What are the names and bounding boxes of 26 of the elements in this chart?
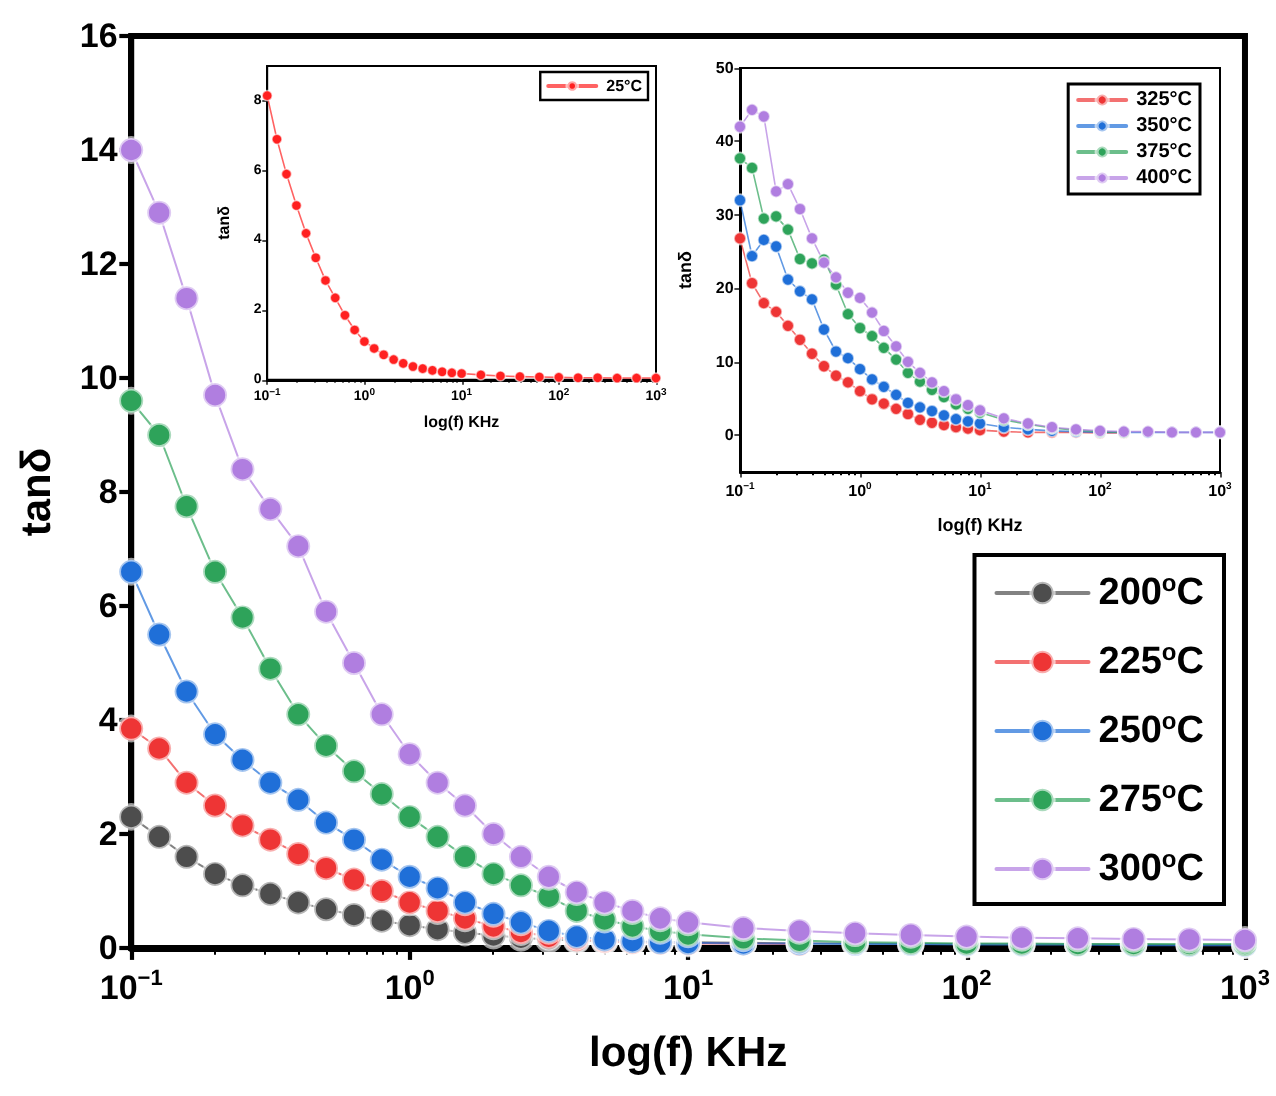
legend-label: 25°C <box>606 77 643 95</box>
y-tick-label: 14 <box>79 131 119 169</box>
y-tick-label: 6 <box>98 587 118 625</box>
y-axis-title: tanδ <box>675 249 695 289</box>
y-axis-title: tanδ <box>215 205 233 240</box>
y-tick-label: 12 <box>79 245 118 283</box>
y-tick-label: 2 <box>98 815 118 853</box>
legend-label: 375°C <box>1136 141 1192 163</box>
x-axis-title: log(f) KHz <box>588 1030 788 1076</box>
y-tick-label: 40 <box>715 132 735 151</box>
y-tick-label: 0 <box>724 426 735 445</box>
y-axis-title: tanδ <box>14 447 60 537</box>
y-tick-label: 0 <box>98 929 118 967</box>
y-tick-label: 10 <box>79 359 118 397</box>
x-axis-title: log(f) KHz <box>423 413 500 431</box>
y-tick-label: 4 <box>98 701 119 739</box>
y-tick-label: 8 <box>98 473 118 511</box>
legend-label: 350°C <box>1136 115 1192 137</box>
y-tick-label: 30 <box>715 205 735 224</box>
y-tick-label: 10 <box>715 352 735 371</box>
legend-label: 325°C <box>1136 89 1192 111</box>
y-tick-label: 50 <box>715 59 735 77</box>
y-tick-label: 20 <box>715 279 735 298</box>
y-tick-label: 16 <box>79 17 118 55</box>
x-axis-title: log(f) KHz <box>937 515 1024 535</box>
legend-label: 400°C <box>1136 167 1192 189</box>
